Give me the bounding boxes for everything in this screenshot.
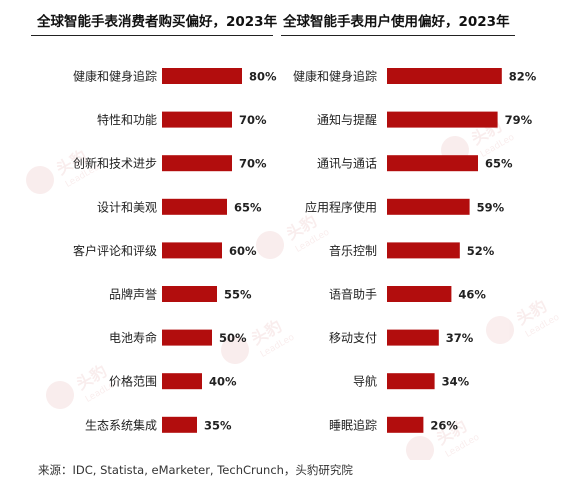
right-bar xyxy=(387,373,435,390)
left-category-label: 品牌声誉 xyxy=(109,288,157,302)
left-value-label: 65% xyxy=(234,200,262,214)
left-bar xyxy=(162,329,212,346)
source-note: 来源：IDC, Statista, eMarketer, TechCrunch，… xyxy=(38,463,353,477)
right-value-label: 82% xyxy=(509,70,537,84)
left-category-label: 设计和美观 xyxy=(97,200,157,214)
right-bar xyxy=(387,329,439,346)
right-value-label: 65% xyxy=(485,157,513,171)
left-value-label: 80% xyxy=(249,70,277,84)
right-title-rule xyxy=(281,35,515,36)
right-value-label: 52% xyxy=(467,244,495,258)
right-category-label: 通知与提醒 xyxy=(317,112,377,127)
right-value-label: 79% xyxy=(505,113,533,127)
left-title-rule xyxy=(31,35,273,36)
right-category-label: 通讯与通话 xyxy=(317,157,377,171)
left-chart-title: 全球智能手表消费者购买偏好，2023年 xyxy=(37,14,278,30)
left-value-label: 55% xyxy=(224,288,252,302)
right-bar-chart: 健康和健身追踪 82% 通知与提醒 79% 通讯与通话 65% 应用程序使用 59% 音乐控制 5… xyxy=(293,68,537,433)
left-bar xyxy=(162,155,232,172)
left-category-label: 客户评论和评级 xyxy=(73,243,157,258)
left-category-label: 特性和功能 xyxy=(97,112,157,127)
left-bar xyxy=(162,373,202,390)
left-category-label: 健康和健身追踪 xyxy=(73,69,157,84)
right-bar xyxy=(387,198,470,215)
left-bar xyxy=(162,68,242,84)
right-category-label: 应用程序使用 xyxy=(305,199,377,214)
right-bar xyxy=(387,68,502,84)
left-category-label: 电池寿命 xyxy=(109,330,157,345)
left-bar xyxy=(162,242,222,259)
left-bar xyxy=(162,286,217,302)
right-category-label: 健康和健身追踪 xyxy=(293,69,377,84)
right-bar xyxy=(387,416,424,433)
right-bar xyxy=(387,155,478,172)
left-category-label: 生态系统集成 xyxy=(85,417,157,432)
right-bar xyxy=(387,242,460,259)
right-value-label: 37% xyxy=(446,331,474,345)
left-category-label: 价格范围 xyxy=(109,374,157,389)
bar-charts: 头豹LeadLeo头豹LeadLeo头豹LeadLeo头豹LeadLeo头豹Le… xyxy=(26,68,562,460)
right-value-label: 34% xyxy=(442,375,470,389)
left-bar-chart: 健康和健身追踪 80% 特性和功能 70% 创新和技术进步 70% 设计和美观 65% 客户评论… xyxy=(73,68,277,433)
right-chart-title: 全球智能手表用户使用偏好，2023年 xyxy=(283,14,510,30)
right-category-label: 移动支付 xyxy=(329,331,377,345)
left-value-label: 50% xyxy=(219,331,247,345)
left-bar xyxy=(162,416,197,433)
left-value-label: 35% xyxy=(204,418,232,432)
right-bar xyxy=(387,286,452,302)
left-bar xyxy=(162,198,227,215)
left-value-label: 60% xyxy=(229,244,257,258)
left-bar xyxy=(162,111,232,128)
right-category-label: 导航 xyxy=(353,374,377,389)
left-value-label: 70% xyxy=(239,157,267,171)
right-category-label: 音乐控制 xyxy=(329,243,377,258)
left-value-label: 40% xyxy=(209,375,237,389)
left-category-label: 创新和技术进步 xyxy=(73,156,157,171)
right-value-label: 59% xyxy=(477,200,505,214)
right-value-label: 26% xyxy=(430,418,458,432)
right-category-label: 语音助手 xyxy=(329,287,377,302)
right-value-label: 46% xyxy=(458,288,486,302)
right-bar xyxy=(387,111,498,128)
left-value-label: 70% xyxy=(239,113,267,127)
right-category-label: 睡眠追踪 xyxy=(329,417,377,432)
